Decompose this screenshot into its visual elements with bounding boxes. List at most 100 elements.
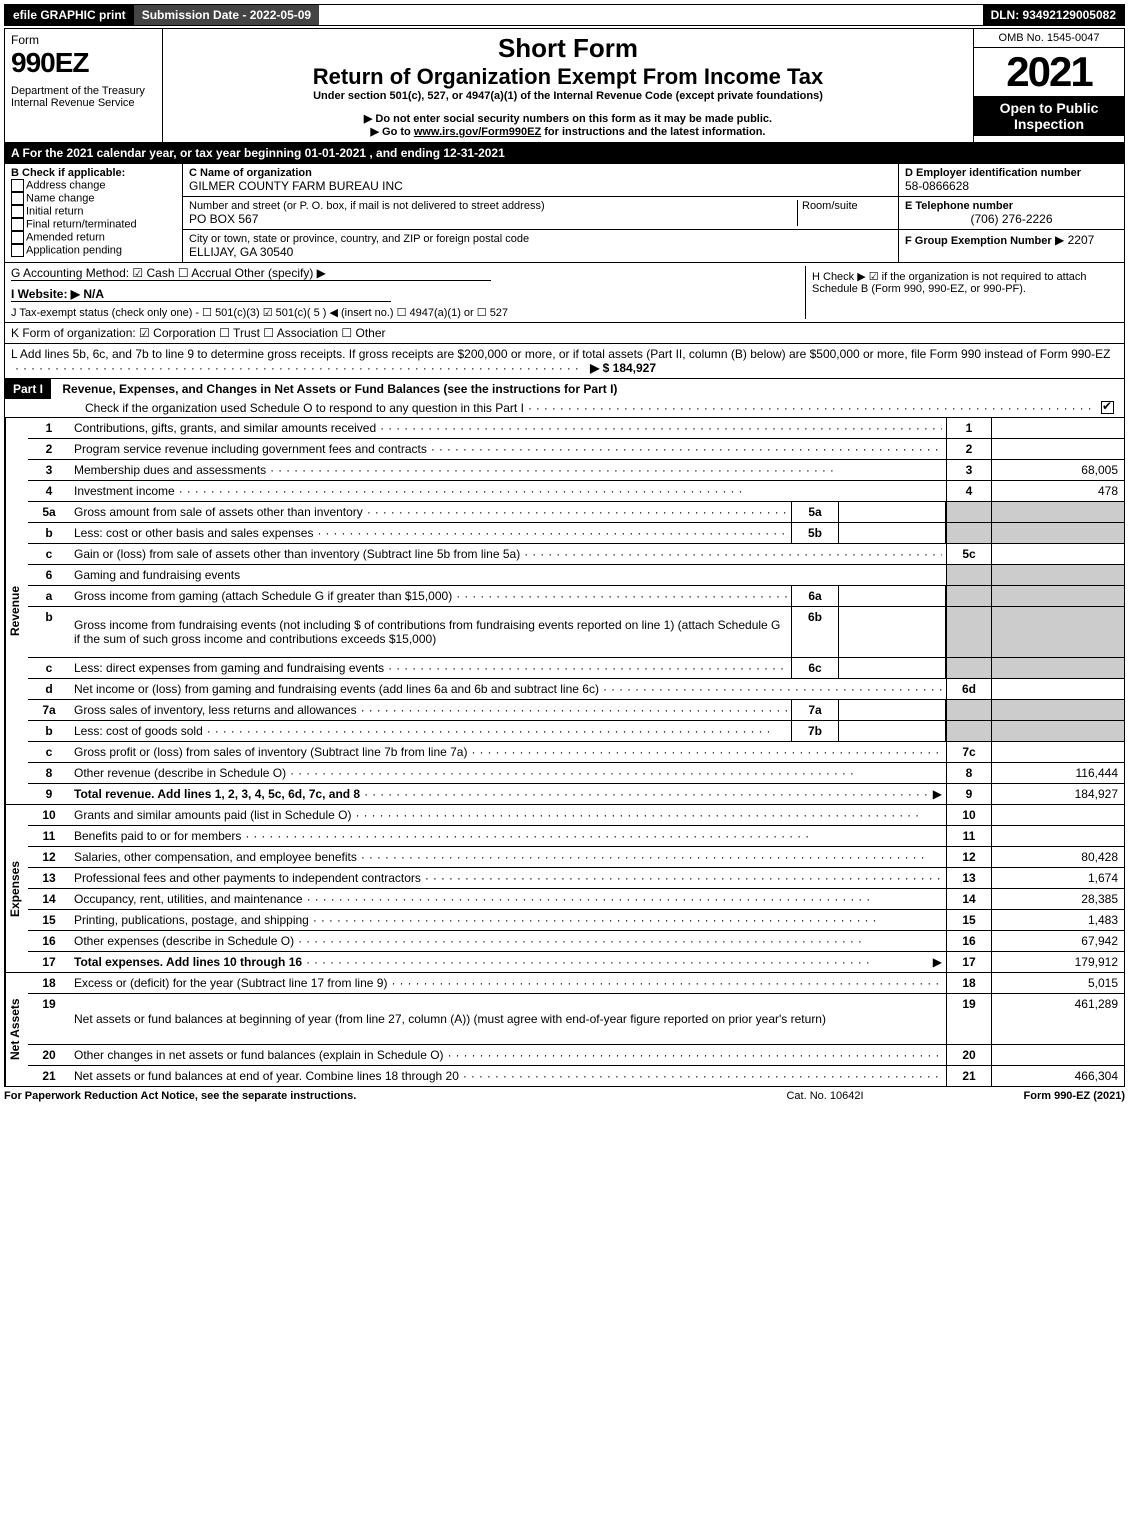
footer-right: Form 990-EZ (2021) — [925, 1090, 1125, 1102]
b-opt-5: Application pending — [11, 244, 176, 257]
table-row: cLess: direct expenses from gaming and f… — [28, 657, 1124, 678]
line-description: Benefits paid to or for members — [70, 826, 946, 846]
table-row: 15Printing, publications, postage, and s… — [28, 909, 1124, 930]
line-description: Printing, publications, postage, and shi… — [70, 910, 946, 930]
line-number: 14 — [28, 889, 70, 909]
line-amount: 67,942 — [991, 931, 1124, 951]
omb-number: OMB No. 1545-0047 — [974, 29, 1124, 48]
line-amount — [991, 805, 1124, 825]
line-number: 7a — [28, 700, 70, 720]
line-number: 15 — [28, 910, 70, 930]
sub-line-value — [839, 502, 946, 522]
line-amount: 1,674 — [991, 868, 1124, 888]
line-amount — [991, 742, 1124, 762]
line-description: Less: cost or other basis and sales expe… — [70, 523, 791, 543]
table-row: 16Other expenses (describe in Schedule O… — [28, 930, 1124, 951]
line-number: 3 — [28, 460, 70, 480]
dept-label: Department of the Treasury — [11, 85, 156, 97]
line-ref — [946, 586, 991, 606]
line-ref: 7c — [946, 742, 991, 762]
line-amount: 80,428 — [991, 847, 1124, 867]
table-row: 2Program service revenue including gover… — [28, 438, 1124, 459]
line-number: 18 — [28, 973, 70, 993]
sub-line-value — [839, 523, 946, 543]
line-amount: 466,304 — [991, 1066, 1124, 1086]
sub-line-value — [839, 721, 946, 741]
line-ref: 10 — [946, 805, 991, 825]
line-description: Grants and similar amounts paid (list in… — [70, 805, 946, 825]
line-ref: 19 — [946, 994, 991, 1044]
line-amount — [991, 418, 1124, 438]
table-row: 1Contributions, gifts, grants, and simil… — [28, 418, 1124, 438]
part1-checkbox[interactable] — [1101, 401, 1114, 414]
irs-label: Internal Revenue Service — [11, 97, 156, 109]
line-number: c — [28, 658, 70, 678]
line-amount: 461,289 — [991, 994, 1124, 1044]
line-ref: 6d — [946, 679, 991, 699]
room-label: Room/suite — [797, 200, 892, 226]
line-ref: 11 — [946, 826, 991, 846]
line-number: d — [28, 679, 70, 699]
line-number: 19 — [28, 994, 70, 1044]
b-opt-4: Amended return — [11, 231, 176, 244]
line-ref: 17 — [946, 952, 991, 972]
line-amount — [991, 658, 1124, 678]
line-amount: 5,015 — [991, 973, 1124, 993]
note-ssn: ▶ Do not enter social security numbers o… — [167, 112, 969, 125]
b-opt-1: Name change — [11, 192, 176, 205]
tax-year: 2021 — [974, 48, 1124, 96]
table-row: 13Professional fees and other payments t… — [28, 867, 1124, 888]
line-description: Excess or (deficit) for the year (Subtra… — [70, 973, 946, 993]
part1-title: Revenue, Expenses, and Changes in Net As… — [54, 382, 617, 396]
line-description: Gaming and fundraising events — [70, 565, 946, 585]
f-label: F Group Exemption Number — [905, 235, 1052, 247]
line-number: 2 — [28, 439, 70, 459]
table-row: 12Salaries, other compensation, and empl… — [28, 846, 1124, 867]
line-ref: 21 — [946, 1066, 991, 1086]
line-number: b — [28, 523, 70, 543]
line-description: Less: direct expenses from gaming and fu… — [70, 658, 791, 678]
line-description: Contributions, gifts, grants, and simila… — [70, 418, 946, 438]
line-amount — [991, 544, 1124, 564]
line-ref: 4 — [946, 481, 991, 501]
sub-line-ref: 7b — [791, 721, 839, 741]
line-description: Net assets or fund balances at beginning… — [70, 994, 946, 1044]
org-name: GILMER COUNTY FARM BUREAU INC — [189, 179, 892, 193]
line-ref — [946, 565, 991, 585]
return-title: Return of Organization Exempt From Incom… — [167, 64, 969, 90]
line-ref: 2 — [946, 439, 991, 459]
line-ref: 14 — [946, 889, 991, 909]
line-description: Net income or (loss) from gaming and fun… — [70, 679, 946, 699]
table-row: 7aGross sales of inventory, less returns… — [28, 699, 1124, 720]
form-number: 990EZ — [11, 47, 156, 79]
line-number: 5a — [28, 502, 70, 522]
line-number: 13 — [28, 868, 70, 888]
line-amount — [991, 721, 1124, 741]
table-row: bGross income from fundraising events (n… — [28, 606, 1124, 657]
line-ref: 1 — [946, 418, 991, 438]
line-ref: 5c — [946, 544, 991, 564]
expenses-section: Expenses 10Grants and similar amounts pa… — [4, 805, 1125, 973]
table-row: 19Net assets or fund balances at beginni… — [28, 993, 1124, 1044]
line-ref: 20 — [946, 1045, 991, 1065]
table-row: 17Total expenses. Add lines 10 through 1… — [28, 951, 1124, 972]
irs-link[interactable]: www.irs.gov/Form990EZ — [414, 126, 541, 138]
line-description: Program service revenue including govern… — [70, 439, 946, 459]
sub-line-value — [839, 658, 946, 678]
line-g: G Accounting Method: ☑ Cash ☐ Accrual Ot… — [11, 266, 491, 281]
part1-check-text: Check if the organization used Schedule … — [85, 401, 524, 415]
table-row: bLess: cost of goods sold7b — [28, 720, 1124, 741]
line-amount — [991, 826, 1124, 846]
line-ref — [946, 607, 991, 657]
line-l: L Add lines 5b, 6c, and 7b to line 9 to … — [4, 344, 1125, 379]
dln: DLN: 93492129005082 — [983, 5, 1124, 25]
line-j: J Tax-exempt status (check only one) - ☐… — [11, 306, 805, 319]
line-description: Investment income — [70, 481, 946, 501]
line-description: Other revenue (describe in Schedule O) — [70, 763, 946, 783]
table-row: 20Other changes in net assets or fund ba… — [28, 1044, 1124, 1065]
line-ref — [946, 721, 991, 741]
sub-line-ref: 6c — [791, 658, 839, 678]
line-amount — [991, 1045, 1124, 1065]
line-number: 4 — [28, 481, 70, 501]
line-number: 10 — [28, 805, 70, 825]
